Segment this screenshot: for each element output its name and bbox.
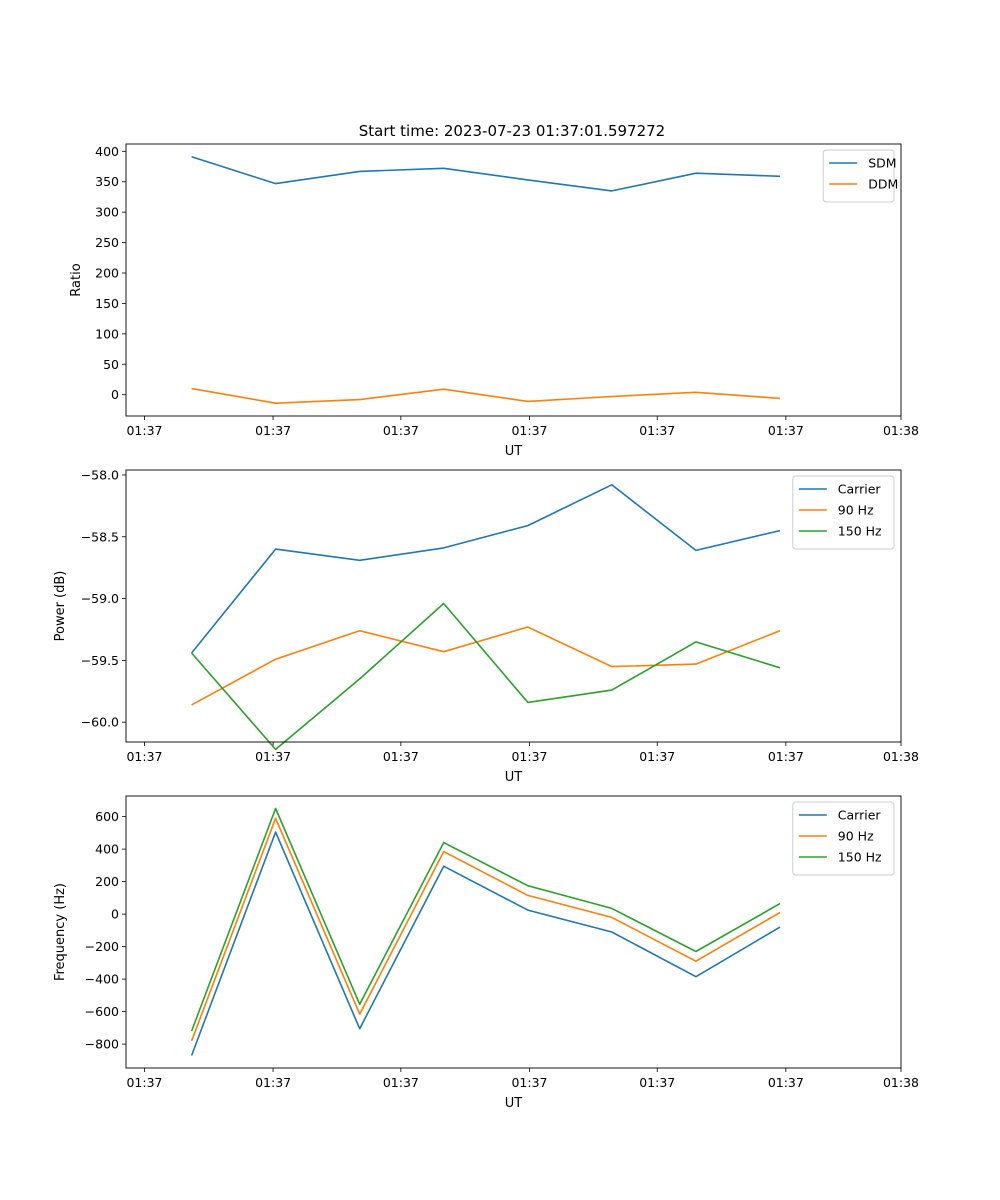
legend-label: 90 Hz <box>838 829 874 844</box>
y-axis-label: Power (dB) <box>53 571 68 642</box>
subplot-2: −60.0 −59.5 −59.0 −58.5 −58.0 01:37 01:37 01:37… <box>53 467 919 785</box>
y-tick-label: −200 <box>85 939 119 954</box>
x-tick-label: 01:37 <box>511 423 547 438</box>
series-line-ddm <box>191 387 781 405</box>
x-tick-label: 01:37 <box>383 423 419 438</box>
x-tick-label: 01:37 <box>126 749 162 764</box>
x-tick-label: 01:38 <box>883 423 919 438</box>
x-tick-label: 01:37 <box>255 749 291 764</box>
subplot-3: −800 −600 −400 −200 0 200 400 600 01:37 01:37 01:3… <box>53 795 919 1111</box>
series-line-carrier <box>190 483 781 654</box>
subplot-1: 0 50 100 150 200 250 300 350 400 01:37 01:37 01:37 0… <box>69 143 919 459</box>
y-tick-label: 150 <box>95 296 119 311</box>
x-tick-label: 01:37 <box>639 1075 675 1090</box>
y-tick-label: 200 <box>95 874 119 889</box>
y-tick-label: 300 <box>95 205 119 220</box>
y-axis-label: Frequency (Hz) <box>53 883 68 981</box>
y-tick-label: −600 <box>85 1004 119 1019</box>
y-axis-label: Ratio <box>69 263 84 296</box>
x-tick-label: 01:37 <box>639 749 675 764</box>
x-tick-label: 01:37 <box>383 749 419 764</box>
x-tick-label: 01:37 <box>126 1075 162 1090</box>
x-tick-label: 01:37 <box>511 749 547 764</box>
x-tick-label: 01:37 <box>511 1075 547 1090</box>
y-tick-label: −58.0 <box>81 467 119 482</box>
y-tick-label: 600 <box>95 809 119 824</box>
x-tick-label: 01:37 <box>255 423 291 438</box>
x-tick-label: 01:38 <box>883 749 919 764</box>
y-tick-label: −59.5 <box>81 653 119 668</box>
legend-label: Carrier <box>838 808 882 823</box>
x-tick-label: 01:37 <box>768 1075 804 1090</box>
y-tick-label: 200 <box>95 266 119 281</box>
y-tick-label: 400 <box>95 144 119 159</box>
y-tick-label: 50 <box>103 357 119 372</box>
y-tick-label: 250 <box>95 235 119 250</box>
legend: SDM DDM <box>822 149 898 203</box>
x-tick-label: 01:37 <box>255 1075 291 1090</box>
x-tick-label: 01:37 <box>126 423 162 438</box>
x-tick-label: 01:37 <box>768 423 804 438</box>
x-axis-label: UT <box>505 444 523 459</box>
panels-container: 0 50 100 150 200 250 300 350 400 01:37 01:37 01:37 0… <box>53 143 919 1111</box>
legend-label: 150 Hz <box>838 850 882 865</box>
x-tick-label: 01:38 <box>883 1075 919 1090</box>
y-tick-label: 0 <box>111 907 119 922</box>
y-tick-label: −58.5 <box>81 529 119 544</box>
x-axis-label: UT <box>505 770 523 785</box>
y-tick-label: 0 <box>111 387 119 402</box>
legend: Carrier 90 Hz 150 Hz <box>792 801 895 876</box>
series-line-carrier <box>190 831 781 1056</box>
x-tick-label: 01:37 <box>639 423 675 438</box>
series-line-sdm <box>191 156 781 192</box>
x-tick-label: 01:37 <box>768 749 804 764</box>
y-tick-label: 100 <box>95 326 119 341</box>
y-tick-label: −800 <box>85 1037 119 1052</box>
axes-frame <box>125 795 902 1069</box>
legend-label: 150 Hz <box>838 524 882 539</box>
legend-label: SDM <box>868 156 896 171</box>
axes-frame <box>125 469 902 743</box>
y-tick-label: 350 <box>95 174 119 189</box>
series-line-150-hz <box>190 807 781 1032</box>
legend: Carrier 90 Hz 150 Hz <box>792 475 895 550</box>
figure-title: Start time: 2023-07-23 01:37:01.597272 <box>359 122 665 140</box>
y-tick-label: −400 <box>85 972 119 987</box>
series-line-90-hz <box>190 817 781 1042</box>
axes-frame <box>125 143 902 417</box>
legend-label: 90 Hz <box>838 503 874 518</box>
x-tick-label: 01:37 <box>383 1075 419 1090</box>
y-tick-label: −60.0 <box>81 715 119 730</box>
y-tick-label: 400 <box>95 842 119 857</box>
x-axis-label: UT <box>505 1096 523 1111</box>
legend-label: Carrier <box>838 482 882 497</box>
series-line-90-hz <box>191 626 781 706</box>
y-tick-label: −59.0 <box>81 591 119 606</box>
legend-label: DDM <box>868 177 898 192</box>
series-line-150-hz <box>190 602 781 751</box>
